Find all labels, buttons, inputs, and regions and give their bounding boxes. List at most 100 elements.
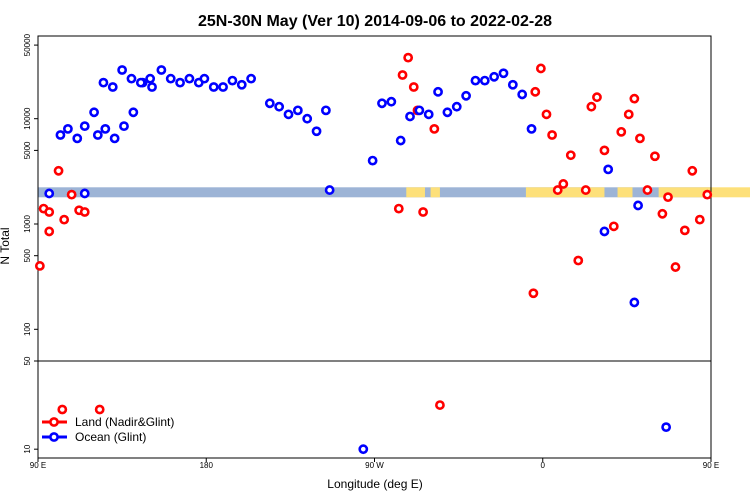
land-point xyxy=(44,226,55,237)
ocean-point xyxy=(526,124,537,134)
ocean-point xyxy=(89,107,99,118)
land-point xyxy=(44,207,55,217)
legend-entry-land: Land (Nadir&Glint) xyxy=(42,415,174,429)
land-point xyxy=(541,109,552,120)
land-point xyxy=(623,109,634,120)
ocean-band xyxy=(38,187,711,198)
land-point xyxy=(702,189,713,200)
land-point xyxy=(535,63,546,74)
x-tick-label: 0 xyxy=(541,461,546,470)
ocean-point xyxy=(107,82,118,92)
ocean-point xyxy=(117,65,128,75)
ocean-point xyxy=(358,444,369,455)
land-point xyxy=(34,261,45,271)
legend-land-label: Land (Nadir&Glint) xyxy=(75,415,174,429)
y-tick-label: 50000 xyxy=(23,33,32,56)
ocean-point xyxy=(414,105,425,116)
ocean-point xyxy=(451,101,462,112)
ocean-point xyxy=(199,73,210,84)
ocean-point xyxy=(395,135,406,146)
land-point xyxy=(94,404,105,415)
ocean-point xyxy=(208,82,219,92)
ocean-point xyxy=(126,73,137,84)
ocean-point xyxy=(517,89,528,100)
land-point xyxy=(79,207,90,217)
ocean-point xyxy=(246,73,257,84)
land-point xyxy=(57,404,68,415)
y-tick-label: 50 xyxy=(23,356,32,365)
ocean-point xyxy=(156,65,167,75)
land-point xyxy=(53,165,64,176)
ocean-point xyxy=(442,107,453,118)
land-point xyxy=(558,179,569,189)
land-point xyxy=(403,52,414,63)
land-point xyxy=(552,185,563,195)
land-band-segment xyxy=(406,187,425,198)
y-tick-label: 100 xyxy=(23,322,32,336)
ocean-point xyxy=(184,73,195,84)
ocean-point xyxy=(433,86,443,97)
land-point xyxy=(528,288,539,299)
ocean-point xyxy=(603,164,614,175)
land-point xyxy=(429,124,440,134)
ocean-point xyxy=(175,77,185,88)
ocean-point xyxy=(92,130,103,140)
ocean-point xyxy=(405,111,415,122)
ocean-point xyxy=(98,77,109,88)
land-point xyxy=(616,126,627,137)
ocean-point xyxy=(283,109,294,120)
ocean-point xyxy=(145,73,156,84)
y-tick-label: 10000 xyxy=(23,107,32,130)
ocean-point xyxy=(470,75,481,86)
land-point xyxy=(694,214,705,225)
ocean-point xyxy=(55,130,66,140)
x-axis-label: Longitude (deg E) xyxy=(327,477,422,491)
land-band-segment xyxy=(430,187,440,198)
ocean-point xyxy=(629,297,640,308)
ocean-point xyxy=(498,68,509,79)
land-point xyxy=(608,221,619,232)
land-point xyxy=(59,214,70,225)
ocean-point xyxy=(633,200,643,211)
x-tick-label: 90 E xyxy=(703,461,719,470)
land-point xyxy=(663,192,673,203)
y-tick-label: 10 xyxy=(23,444,32,453)
x-tick-label: 90 W xyxy=(365,461,384,470)
ocean-point xyxy=(165,73,176,84)
land-point xyxy=(687,165,698,176)
ocean-point xyxy=(507,79,518,90)
ocean-point xyxy=(135,77,146,88)
land-point xyxy=(393,203,404,214)
ocean-point xyxy=(661,422,672,433)
land-band-segment xyxy=(525,187,605,198)
ocean-point xyxy=(489,71,500,82)
land-point xyxy=(66,189,77,200)
y-tick-label: 1000 xyxy=(23,215,32,233)
chart-title: 25N-30N May (Ver 10) 2014-09-06 to 2022-… xyxy=(198,13,552,30)
y-axis-label: N Total xyxy=(0,227,12,264)
land-point xyxy=(580,185,591,195)
land-point xyxy=(592,92,602,103)
ocean-point xyxy=(292,105,303,116)
ocean-point xyxy=(461,90,472,101)
ocean-point xyxy=(320,105,331,116)
y-tick-label: 5000 xyxy=(23,141,32,159)
ocean-point xyxy=(119,121,129,132)
ocean-point xyxy=(274,101,285,112)
legend-ocean-label: Ocean (Glint) xyxy=(75,430,146,444)
legend-land-marker xyxy=(49,417,59,427)
land-point xyxy=(435,400,445,410)
land-point xyxy=(635,133,645,144)
land-point xyxy=(629,93,640,104)
land-point xyxy=(530,86,541,97)
ocean-point xyxy=(599,226,610,237)
y-tick-label: 500 xyxy=(23,248,32,262)
land-point xyxy=(642,185,653,195)
ocean-point xyxy=(72,133,83,144)
land-point xyxy=(650,151,660,162)
land-point xyxy=(670,262,681,272)
land-point xyxy=(599,145,610,156)
ocean-point xyxy=(377,98,387,109)
